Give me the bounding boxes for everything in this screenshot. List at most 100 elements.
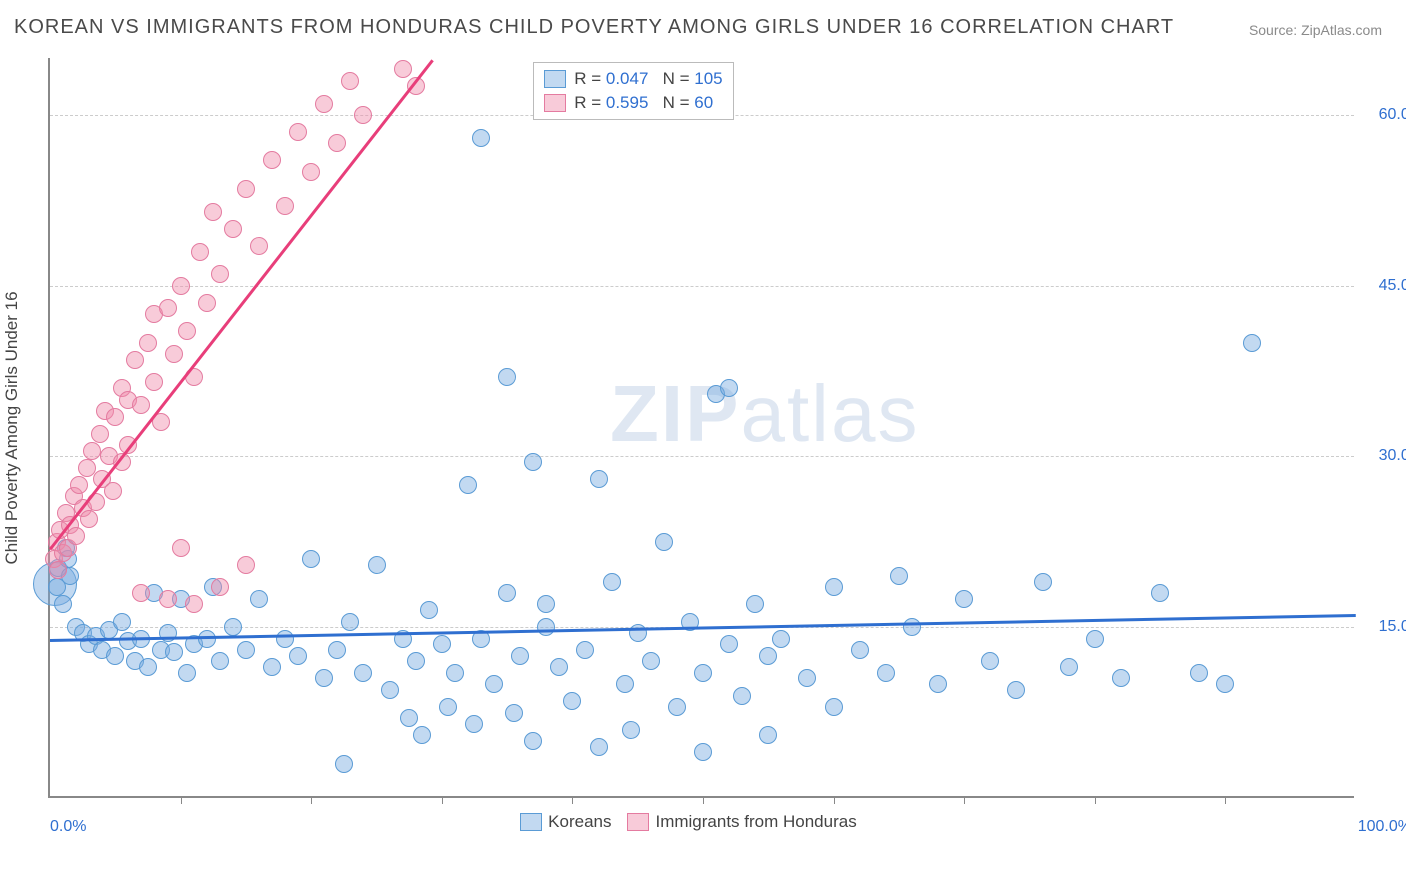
scatter-point <box>70 476 88 494</box>
y-tick-label: 45.0% <box>1364 277 1406 295</box>
scatter-point <box>315 95 333 113</box>
scatter-point <box>302 550 320 568</box>
scatter-point <box>759 726 777 744</box>
scatter-point <box>224 618 242 636</box>
x-tick <box>181 796 182 804</box>
scatter-point <box>139 334 157 352</box>
y-tick-label: 30.0% <box>1364 447 1406 465</box>
x-tick <box>442 796 443 804</box>
legend-item: Immigrants from Honduras <box>627 812 856 832</box>
scatter-point <box>211 265 229 283</box>
scatter-point <box>1151 584 1169 602</box>
scatter-point <box>511 647 529 665</box>
scatter-point <box>178 664 196 682</box>
plot-container: Child Poverty Among Girls Under 16 ZIPat… <box>48 58 1354 798</box>
scatter-point <box>955 590 973 608</box>
scatter-point <box>341 72 359 90</box>
legend-series: Koreans Immigrants from Honduras <box>520 812 857 832</box>
legend-stats: R = 0.047 N = 105 <box>574 67 722 91</box>
scatter-point <box>276 197 294 215</box>
legend-row: R = 0.047 N = 105 <box>544 67 722 91</box>
scatter-point <box>733 687 751 705</box>
source-prefix: Source: <box>1249 22 1301 38</box>
scatter-point <box>472 129 490 147</box>
legend-correlation-box: R = 0.047 N = 105R = 0.595 N = 60 <box>533 62 733 120</box>
legend-label: Immigrants from Honduras <box>655 812 856 832</box>
scatter-point <box>720 379 738 397</box>
scatter-point <box>505 704 523 722</box>
scatter-point <box>1034 573 1052 591</box>
scatter-point <box>289 123 307 141</box>
scatter-point <box>145 373 163 391</box>
scatter-point <box>642 652 660 670</box>
scatter-point <box>400 709 418 727</box>
scatter-point <box>420 601 438 619</box>
legend-stats: R = 0.595 N = 60 <box>574 91 713 115</box>
scatter-point <box>1190 664 1208 682</box>
scatter-point <box>341 613 359 631</box>
scatter-point <box>498 584 516 602</box>
scatter-point <box>772 630 790 648</box>
scatter-point <box>433 635 451 653</box>
watermark: ZIPatlas <box>610 368 919 460</box>
legend-swatch <box>544 94 566 112</box>
scatter-point <box>80 510 98 528</box>
scatter-point <box>165 345 183 363</box>
scatter-point <box>1216 675 1234 693</box>
scatter-point <box>694 664 712 682</box>
x-tick <box>1095 796 1096 804</box>
scatter-point <box>720 635 738 653</box>
scatter-point <box>694 743 712 761</box>
scatter-point <box>903 618 921 636</box>
scatter-point <box>139 658 157 676</box>
scatter-point <box>211 578 229 596</box>
x-axis-max-label: 100.0% <box>1358 818 1406 836</box>
scatter-point <box>250 590 268 608</box>
x-tick <box>964 796 965 804</box>
scatter-point <box>132 396 150 414</box>
scatter-point <box>446 664 464 682</box>
x-tick <box>311 796 312 804</box>
scatter-point <box>49 561 67 579</box>
scatter-point <box>328 641 346 659</box>
scatter-point <box>185 595 203 613</box>
scatter-point <box>439 698 457 716</box>
scatter-point <box>890 567 908 585</box>
scatter-point <box>368 556 386 574</box>
scatter-point <box>459 476 477 494</box>
x-axis-min-label: 0.0% <box>50 818 86 836</box>
legend-swatch <box>520 813 542 831</box>
scatter-point <box>106 408 124 426</box>
scatter-point <box>172 539 190 557</box>
scatter-point <box>798 669 816 687</box>
scatter-point <box>328 134 346 152</box>
scatter-point <box>178 322 196 340</box>
scatter-point <box>237 641 255 659</box>
scatter-point <box>877 664 895 682</box>
scatter-point <box>759 647 777 665</box>
scatter-point <box>211 652 229 670</box>
scatter-point <box>104 482 122 500</box>
scatter-point <box>537 618 555 636</box>
x-tick <box>703 796 704 804</box>
scatter-point <box>524 453 542 471</box>
scatter-point <box>106 647 124 665</box>
scatter-point <box>381 681 399 699</box>
scatter-point <box>825 698 843 716</box>
chart-title: KOREAN VS IMMIGRANTS FROM HONDURAS CHILD… <box>14 16 1174 39</box>
scatter-point <box>126 351 144 369</box>
scatter-point <box>655 533 673 551</box>
legend-row: R = 0.595 N = 60 <box>544 91 722 115</box>
scatter-point <box>198 294 216 312</box>
legend-label: Koreans <box>548 812 611 832</box>
scatter-point <box>354 106 372 124</box>
scatter-point <box>159 590 177 608</box>
scatter-point <box>172 277 190 295</box>
gridline <box>50 286 1354 287</box>
legend-swatch <box>627 813 649 831</box>
y-tick-label: 60.0% <box>1364 106 1406 124</box>
scatter-point <box>465 715 483 733</box>
plot-area: ZIPatlas 15.0%30.0%45.0%60.0%0.0%100.0%R… <box>48 58 1354 798</box>
x-tick <box>834 796 835 804</box>
scatter-point <box>550 658 568 676</box>
